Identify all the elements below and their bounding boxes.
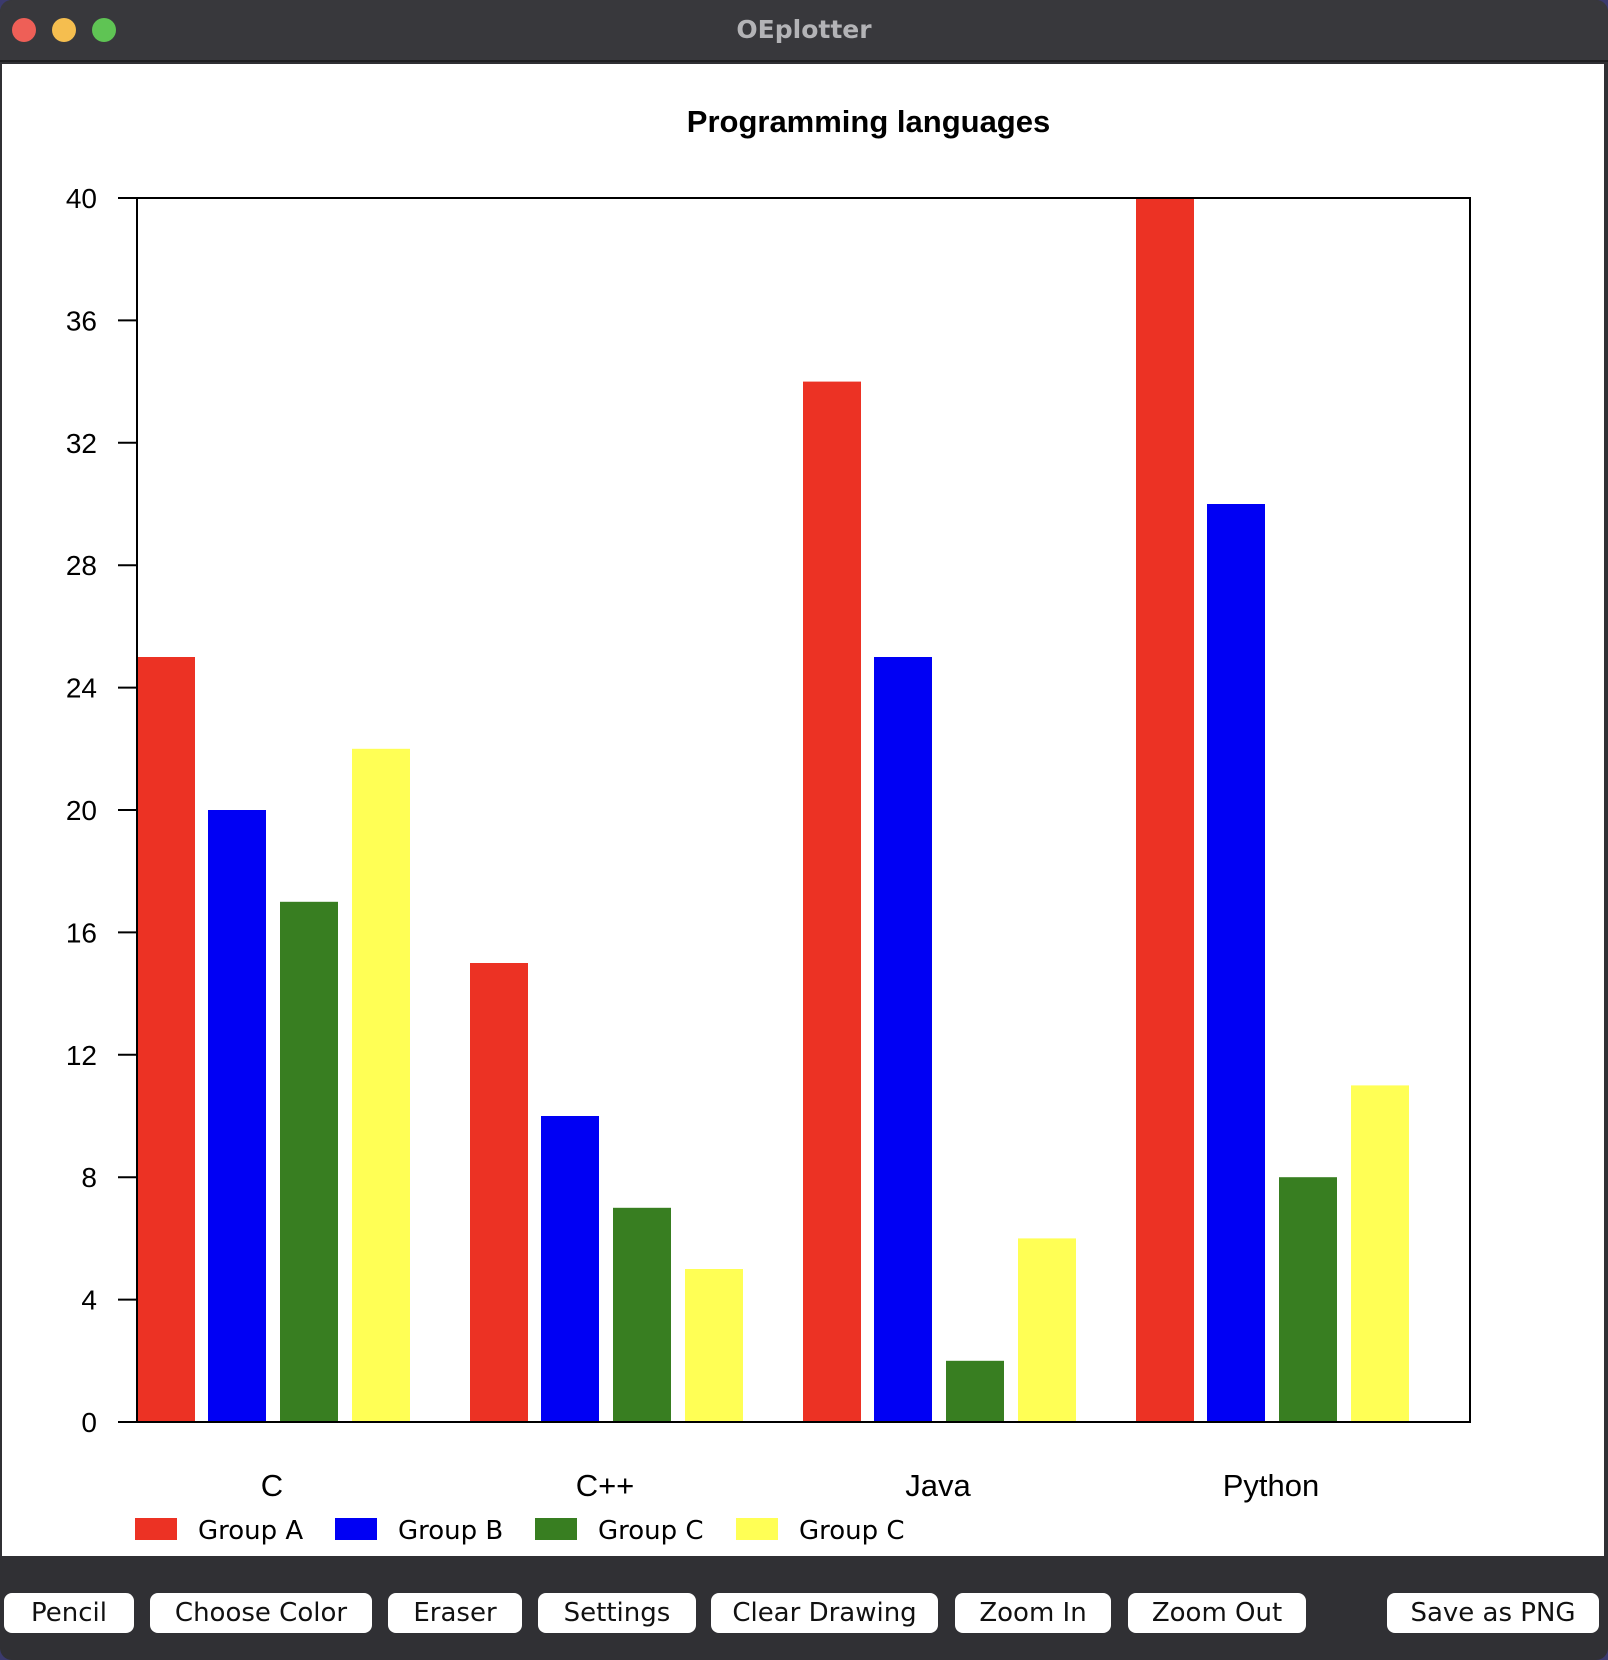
- bar-cpp-series-4: [685, 1269, 743, 1422]
- x-tick-label: C: [261, 1468, 283, 1503]
- choose-color-button[interactable]: Choose Color: [150, 1593, 372, 1633]
- close-button[interactable]: [12, 18, 36, 42]
- legend-swatch-1: [135, 1518, 177, 1540]
- bar-c-series-4: [352, 748, 410, 1422]
- bar-java-series-1: [803, 381, 861, 1423]
- bar-c-series-1: [137, 657, 195, 1422]
- bar-python-series-3: [1279, 1177, 1337, 1422]
- y-tick-label: 24: [66, 673, 97, 704]
- y-tick-label: 12: [66, 1040, 97, 1071]
- y-tick-label: 4: [81, 1285, 97, 1316]
- bar-c-series-2: [208, 810, 266, 1422]
- zoom-in-button[interactable]: Zoom In: [955, 1593, 1111, 1633]
- bar-cpp-series-3: [613, 1207, 671, 1422]
- x-tick-label: Java: [905, 1468, 971, 1503]
- y-tick-label: 28: [66, 550, 97, 581]
- bar-c-series-3: [280, 901, 338, 1422]
- y-tick-label: 16: [66, 917, 97, 948]
- bar-chart: Programming languages C C++ Java Python 0 4 8 12…: [66, 104, 1471, 1546]
- bar-java-series-2: [874, 657, 932, 1422]
- settings-button[interactable]: Settings: [538, 1593, 696, 1633]
- clear-drawing-button[interactable]: Clear Drawing: [711, 1593, 938, 1633]
- bar-python-series-4: [1351, 1085, 1409, 1422]
- save-as-png-button[interactable]: Save as PNG: [1387, 1593, 1599, 1633]
- legend-label-4: Group C: [799, 1516, 905, 1546]
- plot-canvas[interactable]: Programming languages C C++ Java Python 0 4 8 12…: [2, 64, 1604, 1556]
- maximize-button[interactable]: [92, 18, 116, 42]
- legend-swatch-3: [535, 1518, 577, 1540]
- x-tick-label: C++: [576, 1468, 635, 1503]
- title-bar: OEplotter: [0, 0, 1608, 62]
- bar-python-series-1: [1136, 198, 1194, 1422]
- y-tick-label: 8: [81, 1162, 97, 1193]
- window-title: OEplotter: [736, 15, 872, 44]
- bar-cpp-series-2: [541, 1116, 599, 1422]
- bar-python-series-2: [1207, 504, 1265, 1422]
- x-tick-label: Python: [1223, 1468, 1320, 1503]
- y-tick-label: 20: [66, 795, 97, 826]
- chart-title: Programming languages: [687, 104, 1050, 139]
- pencil-button[interactable]: Pencil: [4, 1593, 134, 1633]
- y-tick-label: 0: [81, 1407, 97, 1438]
- eraser-button[interactable]: Eraser: [388, 1593, 522, 1633]
- toolbar: Pencil Choose Color Eraser Settings Clea…: [0, 1556, 1608, 1660]
- y-tick-label: 36: [66, 305, 97, 336]
- bar-java-series-3: [946, 1360, 1004, 1422]
- legend-swatch-2: [335, 1518, 377, 1540]
- legend-label-3: Group C: [598, 1516, 704, 1546]
- zoom-out-button[interactable]: Zoom Out: [1128, 1593, 1306, 1633]
- minimize-button[interactable]: [52, 18, 76, 42]
- bar-java-series-4: [1018, 1238, 1076, 1422]
- legend-swatch-4: [736, 1518, 778, 1540]
- legend-label-2: Group B: [398, 1516, 503, 1546]
- legend-label-1: Group A: [198, 1516, 303, 1546]
- y-tick-label: 32: [66, 428, 97, 459]
- y-tick-label: 40: [66, 183, 97, 214]
- bar-cpp-series-1: [470, 963, 528, 1422]
